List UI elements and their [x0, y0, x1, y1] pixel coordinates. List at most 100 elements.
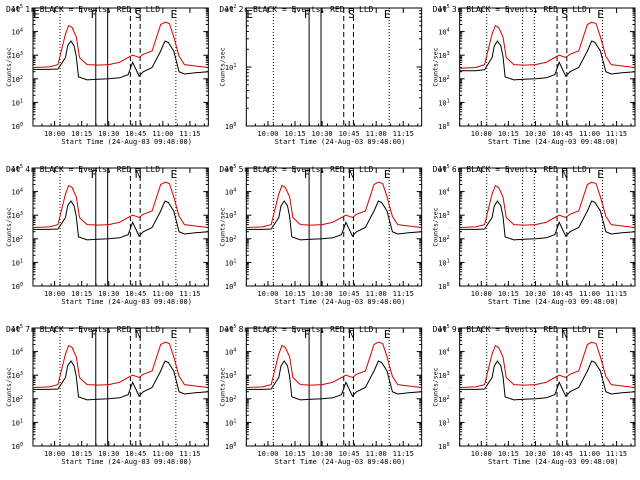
series-line-events [459, 200, 636, 241]
y-tick-label: 103 [12, 371, 23, 380]
x-tick-label: 11:00 [579, 450, 600, 458]
y-tick-label: 102 [225, 4, 236, 13]
marker-label: N [561, 168, 568, 181]
x-tick-label: 10:45 [125, 450, 146, 458]
y-tick-label: 104 [438, 348, 449, 357]
y-tick-label: 104 [12, 188, 23, 197]
y-tick-label: 102 [438, 235, 449, 244]
x-tick-label: 10:15 [498, 130, 519, 138]
y-tick-label: 103 [438, 371, 449, 380]
y-tick-label: 105 [225, 164, 236, 173]
x-tick-label: 10:00 [44, 290, 65, 298]
series-line-lld [32, 341, 209, 388]
x-tick-label: 10:30 [525, 130, 546, 138]
x-tick-label: 11:00 [366, 130, 387, 138]
series-line-events [246, 360, 422, 401]
panel-title: Det 4r BLACK = Events, RED = LLD [6, 165, 160, 174]
x-tick-label: 11:00 [579, 290, 600, 298]
y-tick-label: 103 [225, 211, 236, 220]
y-axis-label: Counts/sec [432, 367, 440, 406]
y-tick-label: 105 [12, 324, 23, 333]
marker-label: N [561, 328, 568, 341]
series-line-lld [459, 341, 636, 388]
series-line-events [459, 360, 636, 401]
y-tick-label: 101 [12, 418, 23, 427]
x-axis-label: Start Time (24-Aug-03 09:48:00) [488, 298, 619, 306]
y-tick-label: 101 [12, 258, 23, 267]
panel-title: Det 1r BLACK = Events, RED = LLD [6, 5, 160, 14]
marker-label: N [348, 328, 355, 341]
x-tick-label: 11:15 [179, 450, 200, 458]
marker-label: E [246, 8, 253, 21]
y-tick-label: 102 [225, 395, 236, 404]
x-tick-label: 10:15 [71, 130, 92, 138]
x-axis-label: Start Time (24-Aug-03 09:48:00) [488, 138, 619, 146]
x-tick-label: 10:00 [257, 290, 278, 298]
y-tick-label: 105 [438, 4, 449, 13]
x-tick-label: 11:00 [366, 450, 387, 458]
x-tick-label: 11:15 [179, 290, 200, 298]
marker-label: F [90, 328, 97, 341]
y-tick-label: 103 [225, 371, 236, 380]
marker-label: F [90, 8, 97, 21]
x-axis-label: Start Time (24-Aug-03 09:48:00) [275, 138, 406, 146]
y-tick-label: 100 [438, 282, 449, 291]
x-tick-label: 11:15 [393, 290, 414, 298]
x-tick-label: 11:15 [606, 450, 627, 458]
x-tick-label: 11:00 [579, 130, 600, 138]
panel-title: Det 8r BLACK = Events, RED = LLD [219, 325, 373, 334]
y-tick-label: 104 [225, 188, 236, 197]
y-tick-label: 103 [12, 211, 23, 220]
y-tick-label: 103 [12, 51, 23, 60]
y-axis-label: Counts/sec [218, 207, 226, 246]
x-tick-label: 10:00 [471, 450, 492, 458]
marker-label: E [597, 8, 604, 21]
x-axis-label: Start Time (24-Aug-03 09:48:00) [275, 298, 406, 306]
y-tick-label: 104 [12, 28, 23, 37]
x-tick-label: 11:15 [606, 130, 627, 138]
marker-label: E [384, 8, 391, 21]
y-tick-label: 105 [438, 324, 449, 333]
x-tick-label: 10:15 [498, 290, 519, 298]
y-tick-label: 105 [12, 4, 23, 13]
panel-title: Det 7r BLACK = Events, RED = LLD [6, 325, 160, 334]
x-tick-label: 11:15 [606, 290, 627, 298]
y-tick-label: 102 [438, 75, 449, 84]
x-axis-label: Start Time (24-Aug-03 09:48:00) [61, 458, 192, 466]
x-tick-label: 10:45 [552, 450, 573, 458]
x-tick-label: 10:15 [284, 130, 305, 138]
panel-title: Det 3r BLACK = Events, RED = LLD [433, 5, 587, 14]
x-tick-label: 10:45 [552, 130, 573, 138]
x-tick-label: 10:45 [339, 450, 360, 458]
y-tick-label: 103 [438, 211, 449, 220]
x-tick-label: 10:00 [257, 130, 278, 138]
series-line-events [33, 40, 209, 81]
marker-label: N [135, 168, 142, 181]
x-tick-label: 11:15 [393, 450, 414, 458]
series-line-lld [32, 181, 209, 228]
panel-title: Det 2r BLACK = Events, RED = LLD [219, 5, 373, 14]
marker-label: F [304, 8, 311, 21]
series-line-events [459, 40, 636, 81]
y-tick-label: 104 [438, 28, 449, 37]
x-tick-label: 10:30 [312, 290, 333, 298]
x-tick-label: 10:15 [498, 450, 519, 458]
y-tick-label: 105 [438, 164, 449, 173]
marker-label: N [135, 328, 142, 341]
x-tick-label: 10:30 [98, 290, 119, 298]
y-tick-label: 104 [438, 188, 449, 197]
series-line-events [33, 200, 209, 241]
series-line-lld [32, 21, 209, 68]
y-tick-label: 104 [225, 348, 236, 357]
y-tick-label: 101 [225, 63, 236, 72]
x-tick-label: 10:15 [284, 450, 305, 458]
marker-label: E [171, 8, 178, 21]
y-tick-label: 102 [225, 235, 236, 244]
marker-label: E [384, 328, 391, 341]
x-tick-label: 10:15 [284, 290, 305, 298]
x-tick-label: 11:00 [366, 290, 387, 298]
